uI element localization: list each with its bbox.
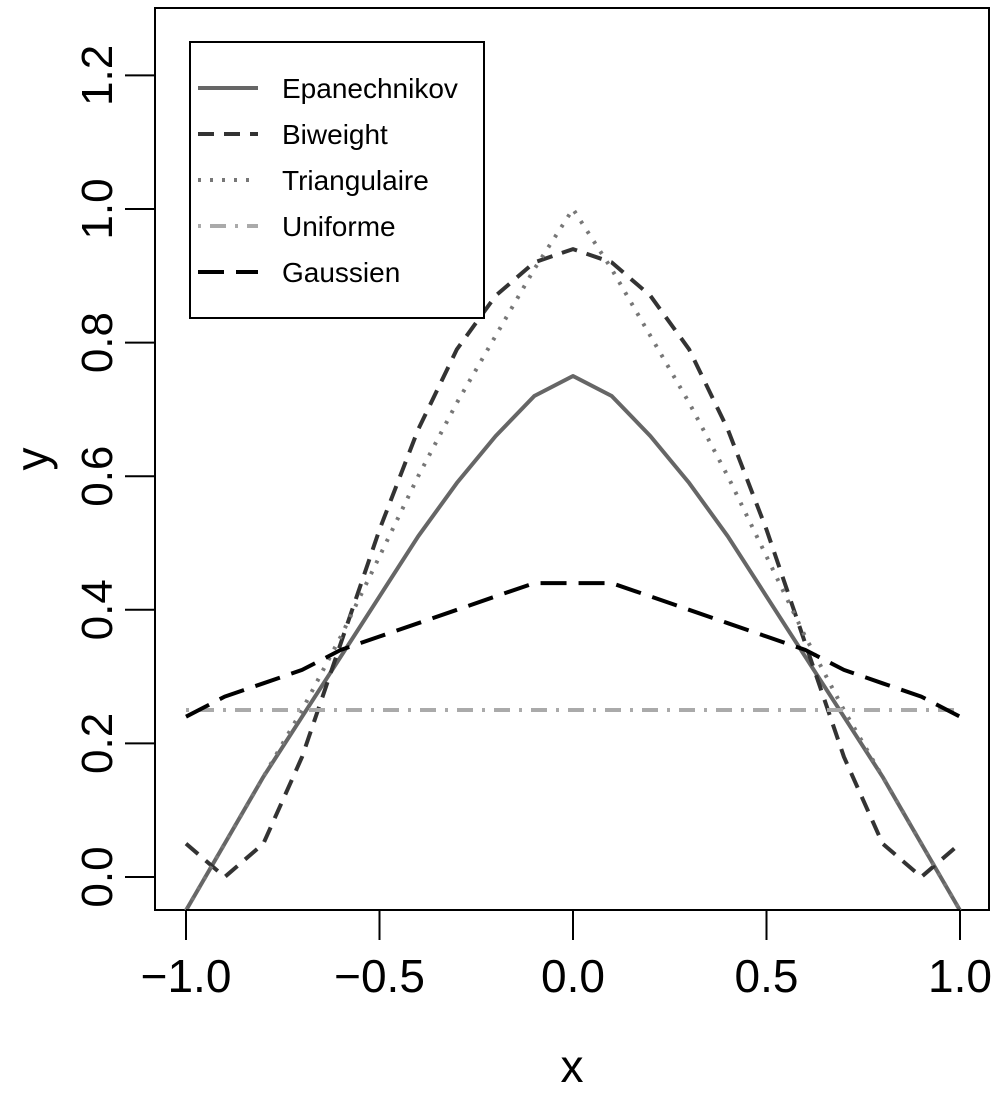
series-line-gaussien — [185, 581, 961, 719]
legend-label-triangulaire: Triangulaire — [282, 165, 429, 196]
x-axis-title: x — [561, 1040, 584, 1092]
x-tick-label: −0.5 — [334, 950, 425, 1002]
legend: Epanechnikov Biweight Triangulaire Uniforme… — [189, 41, 485, 319]
y-axis: 0.0 0.2 0.4 0.6 0.8 1.0 1.2 — [73, 45, 156, 908]
legend-label-gaussien: Gaussien — [282, 257, 400, 288]
series-line-epanechnikov — [184, 374, 962, 910]
x-axis: −1.0 −0.5 0.0 0.5 1.0 — [141, 909, 992, 1002]
y-tick-label: 0.2 — [73, 713, 122, 774]
x-tick-label: 0.5 — [735, 950, 799, 1002]
series-layer — [184, 207, 962, 910]
x-tick-label: −1.0 — [141, 950, 232, 1002]
y-axis-title: y — [6, 448, 58, 471]
y-tick-label: 1.2 — [73, 45, 122, 106]
x-tick-label: 1.0 — [928, 950, 992, 1002]
legend-label-uniforme: Uniforme — [282, 211, 396, 242]
y-tick-label: 0.6 — [73, 446, 122, 507]
legend-label-biweight: Biweight — [282, 119, 388, 150]
series-line-biweight — [184, 247, 962, 879]
y-tick-label: 0.8 — [73, 312, 122, 373]
legend-label-epanechnikov: Epanechnikov — [282, 73, 458, 104]
x-tick-label: 0.0 — [541, 950, 605, 1002]
y-tick-label: 0.4 — [73, 579, 122, 640]
y-tick-label: 1.0 — [73, 178, 122, 239]
y-tick-label: 0.0 — [73, 846, 122, 907]
